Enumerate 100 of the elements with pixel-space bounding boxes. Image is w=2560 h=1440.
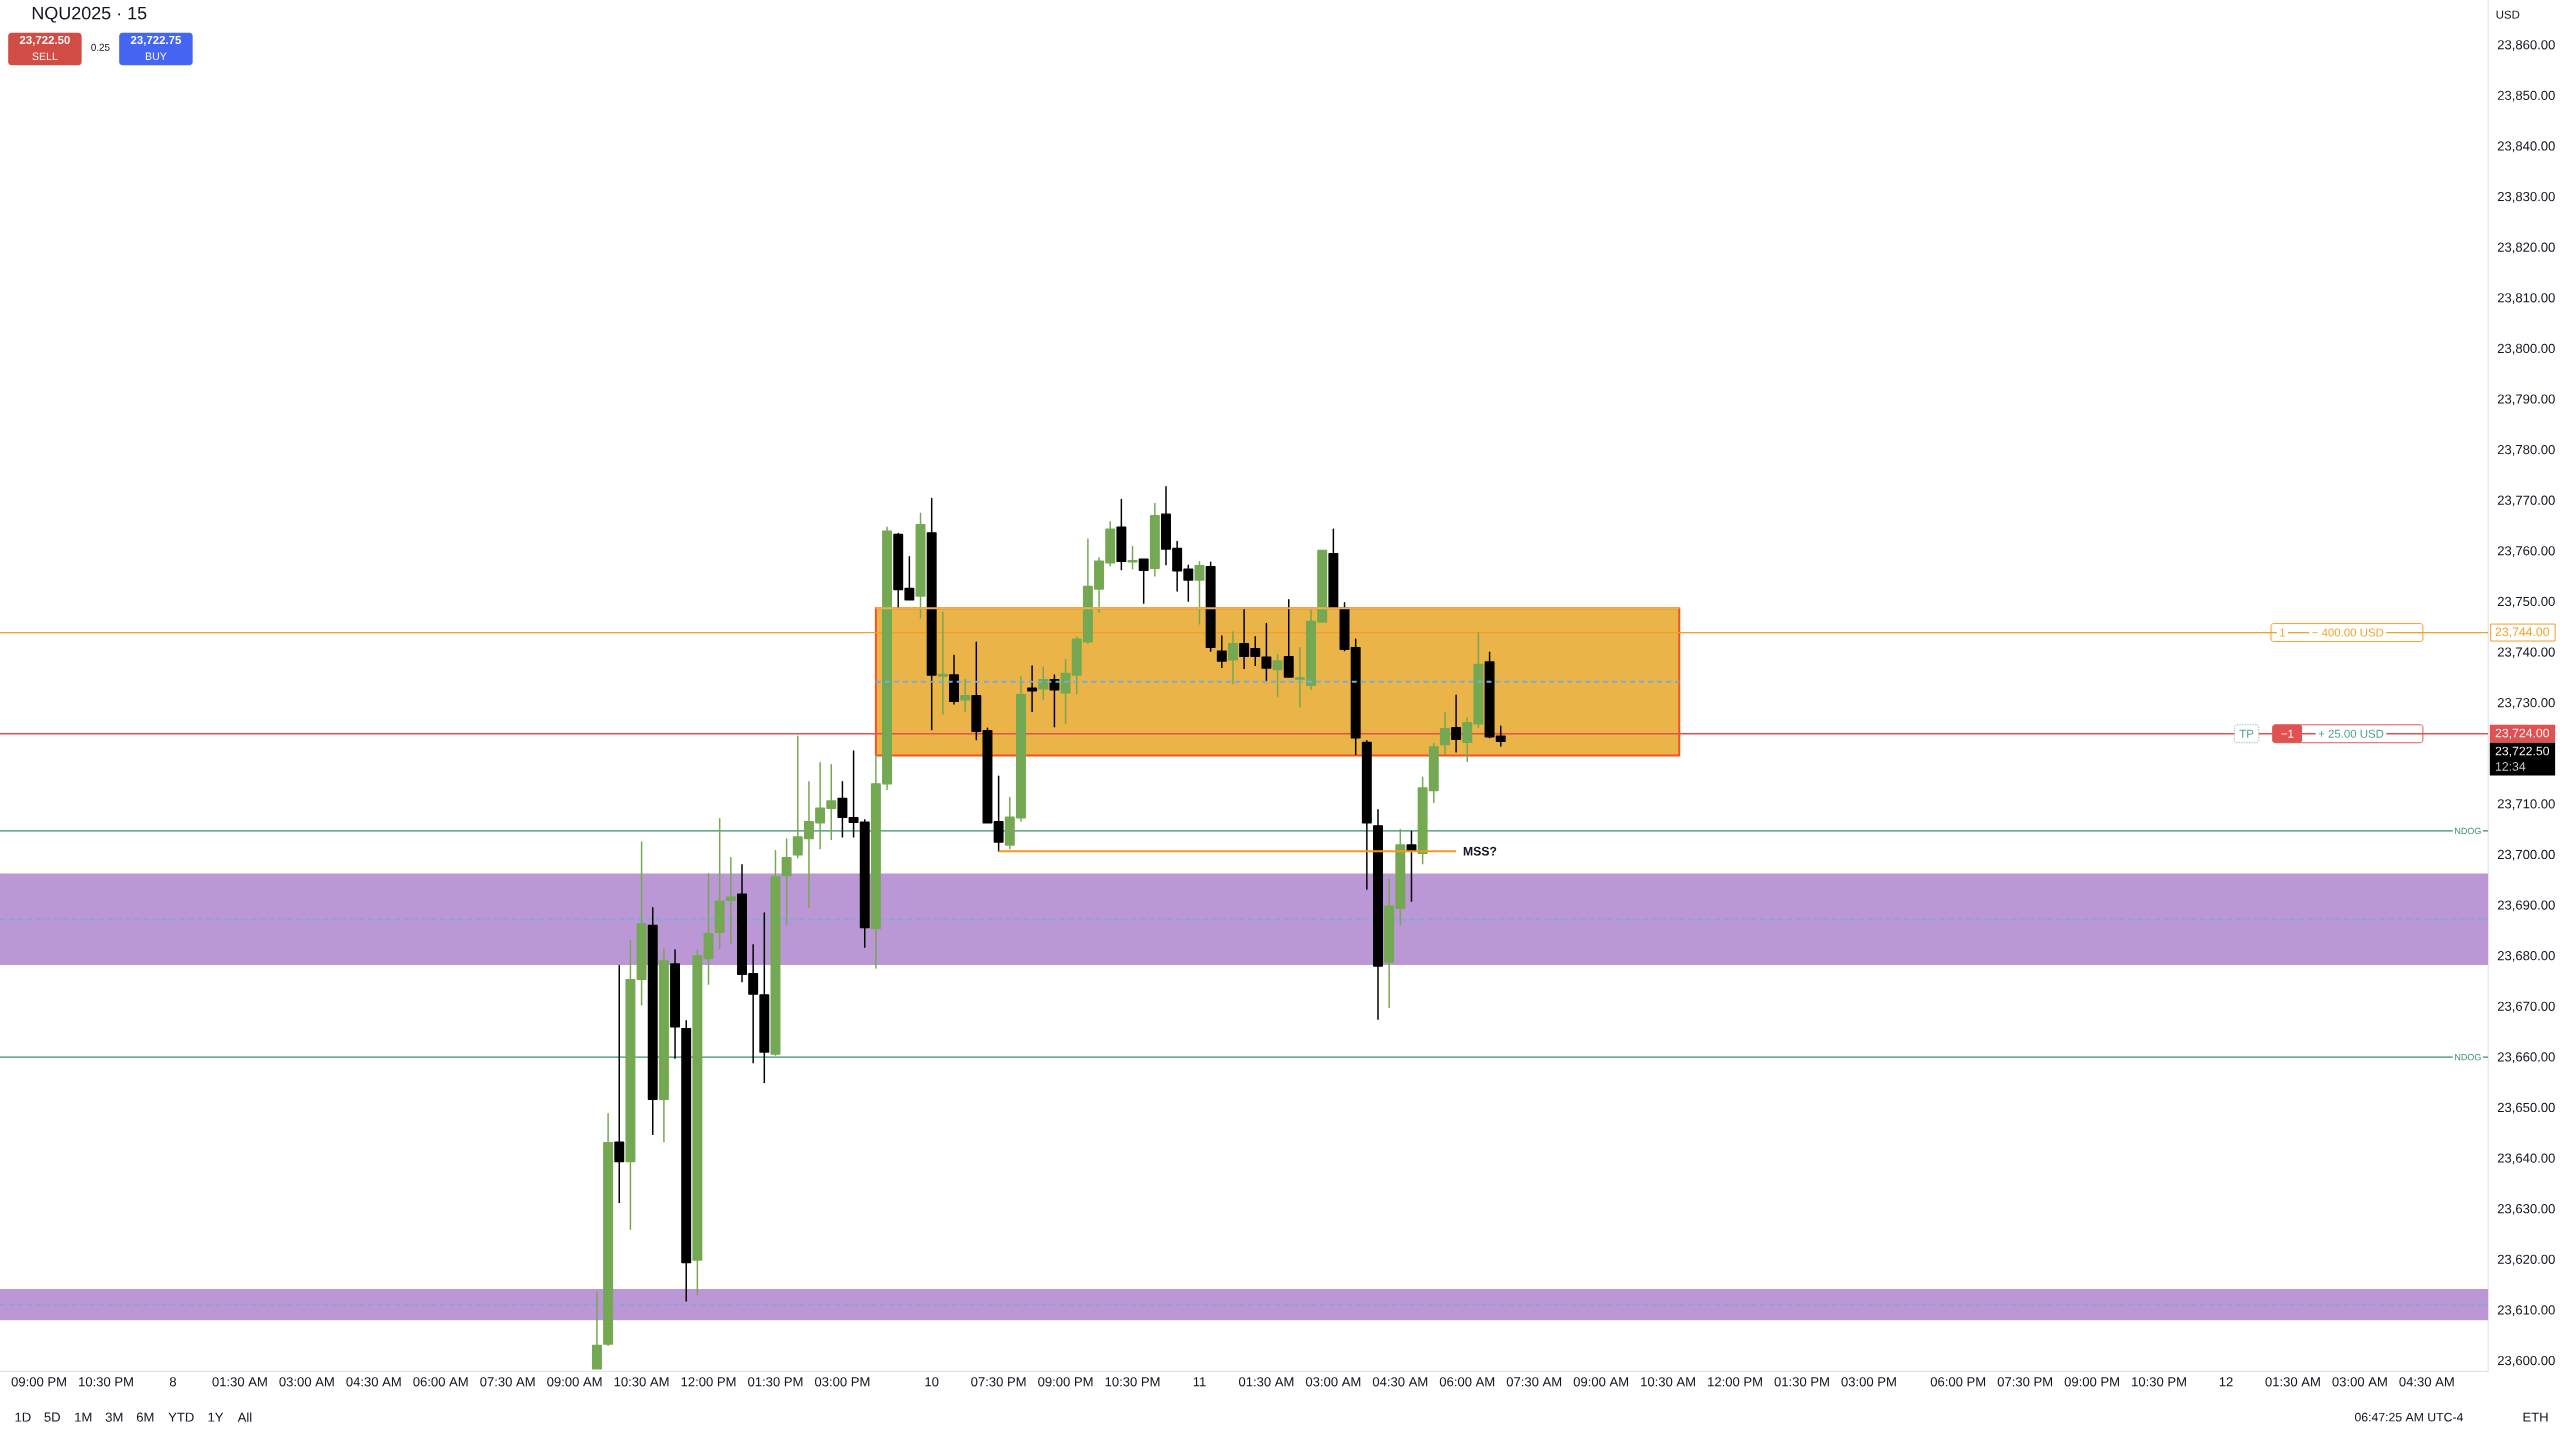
- candlestick: [591, 1291, 602, 1370]
- candlestick: [937, 611, 948, 716]
- text: 23,722.50: [2495, 746, 2550, 757]
- candlestick: [670, 949, 681, 1060]
- x-tick-label: 07:30 AM: [1506, 1377, 1562, 1387]
- x-tick-label: 10:30 AM: [1641, 1377, 1695, 1387]
- x-tick-label: 09:00 PM: [2064, 1377, 2119, 1387]
- candlestick: [960, 678, 971, 713]
- candlestick: [681, 1019, 692, 1303]
- x-tick-label: 07:30 AM: [480, 1377, 535, 1387]
- text: 06:47:25 AM UTC-4: [2354, 1412, 2463, 1422]
- x-tick-label: 09:00 PM: [11, 1377, 66, 1387]
- y-tick-label: 23,690.00: [2497, 900, 2555, 912]
- candlestick: [1272, 654, 1283, 698]
- x-tick-label: 09:00 PM: [1038, 1377, 1093, 1387]
- candlestick: [837, 781, 848, 839]
- y-tick-label: 23,800.00: [2497, 343, 2555, 355]
- y-tick-label: 23,600.00: [2497, 1355, 2555, 1367]
- annotation: − 400.00 USD: [2312, 628, 2384, 637]
- annotation: 23,722.75: [130, 35, 182, 46]
- candlestick: [1205, 561, 1216, 653]
- x-tick-label: 03:00 AM: [1305, 1377, 1361, 1387]
- y-tick-label: 23,680.00: [2497, 951, 2555, 962]
- y-tick-label: 23,850.00: [2497, 90, 2555, 102]
- candlestick: [658, 948, 669, 1143]
- candlestick: [1149, 502, 1160, 578]
- y-tick-label: 23,660.00: [2497, 1052, 2555, 1064]
- candlestick: [647, 907, 658, 1136]
- x-tick-label: 10:30 PM: [1105, 1377, 1160, 1387]
- text: 12:34: [2495, 762, 2526, 771]
- candlestick: [1283, 598, 1294, 678]
- candlestick: [1216, 635, 1227, 669]
- y-tick-label: 23,620.00: [2497, 1254, 2555, 1266]
- candlestick: [915, 512, 926, 620]
- x-tick-label: 03:00 PM: [814, 1377, 870, 1387]
- text: All: [237, 1412, 252, 1422]
- candlestick: [1227, 631, 1238, 685]
- candlestick: [625, 940, 636, 1231]
- x-tick-label: 01:30 AM: [212, 1377, 267, 1387]
- candlestick: [1116, 498, 1127, 572]
- candlestick: [926, 497, 937, 731]
- y-tick-label: 23,860.00: [2497, 40, 2555, 51]
- candlestick: [1361, 740, 1372, 891]
- y-tick-label: 23,740.00: [2497, 647, 2555, 659]
- annotation: TP: [2239, 729, 2254, 738]
- y-tick-label: 23,830.00: [2497, 191, 2555, 203]
- candlestick: [1451, 694, 1462, 754]
- x-tick-label: 10:30 AM: [614, 1377, 669, 1387]
- annotation: 1: [2280, 628, 2286, 637]
- annotation: SELL: [32, 52, 58, 61]
- x-tick-label: 06:00 PM: [1930, 1377, 1986, 1387]
- y-tick-label: 23,610.00: [2497, 1305, 2555, 1317]
- text: 1Y: [208, 1412, 224, 1422]
- y-tick-label: 23,700.00: [2497, 849, 2555, 861]
- candlestick: [949, 654, 959, 706]
- text: YTD: [168, 1412, 194, 1422]
- candlestick: [1138, 558, 1149, 605]
- text: 23,724.00: [2495, 728, 2550, 739]
- y-tick-label: 23,650.00: [2497, 1102, 2555, 1114]
- y-tick-label: 23,840.00: [2497, 141, 2555, 153]
- x-tick-label: 01:30 AM: [1238, 1377, 1294, 1387]
- candlestick: [636, 841, 647, 1007]
- annotation: 0.25: [91, 43, 110, 51]
- y-tick-label: 23,730.00: [2497, 698, 2555, 709]
- candlestick: [1194, 560, 1205, 626]
- candlestick: [982, 727, 993, 824]
- y-tick-label: 23,760.00: [2497, 546, 2555, 557]
- x-tick-label: 12: [2219, 1377, 2233, 1387]
- y-tick-label: 23,780.00: [2497, 444, 2555, 456]
- text: 1M: [75, 1412, 92, 1422]
- annotation: MSS?: [1463, 846, 1497, 856]
- x-tick-label: 09:00 AM: [1573, 1377, 1629, 1387]
- x-tick-label: 06:00 AM: [413, 1377, 468, 1387]
- x-tick-label: 11: [1193, 1377, 1206, 1387]
- ref-line-label: NDOG: [2455, 1053, 2481, 1061]
- candlestick: [1027, 665, 1038, 713]
- annotation: −1: [2281, 729, 2294, 738]
- candlestick: [1373, 808, 1383, 1021]
- y-tick-label: 23,630.00: [2497, 1204, 2555, 1215]
- y-tick-label: 23,670.00: [2497, 1001, 2555, 1013]
- x-tick-label: 09:00 AM: [547, 1377, 602, 1387]
- candlestick: [1350, 638, 1361, 756]
- x-tick-label: 10:30 PM: [79, 1377, 133, 1387]
- annotation: BUY: [145, 52, 167, 60]
- x-tick-label: 04:30 AM: [1372, 1377, 1428, 1387]
- chart-title: NQU2025 · 15: [32, 6, 147, 23]
- y-tick-label: 23,710.00: [2497, 799, 2555, 811]
- candlestick: [1439, 711, 1450, 756]
- y-tick-label: 23,810.00: [2497, 293, 2555, 304]
- candlestick: [725, 857, 736, 945]
- candlestick: [692, 949, 703, 1297]
- text: 5D: [44, 1412, 60, 1422]
- text: 1D: [15, 1412, 31, 1422]
- y-tick-label: 23,750.00: [2497, 596, 2555, 608]
- x-tick-label: 03:00 AM: [279, 1377, 334, 1387]
- candlestick: [1328, 528, 1339, 610]
- text: USD: [2496, 10, 2520, 19]
- x-tick-label: 07:30 PM: [1997, 1377, 2053, 1387]
- text: 23,744.00: [2495, 627, 2550, 638]
- candlestick: [859, 819, 870, 949]
